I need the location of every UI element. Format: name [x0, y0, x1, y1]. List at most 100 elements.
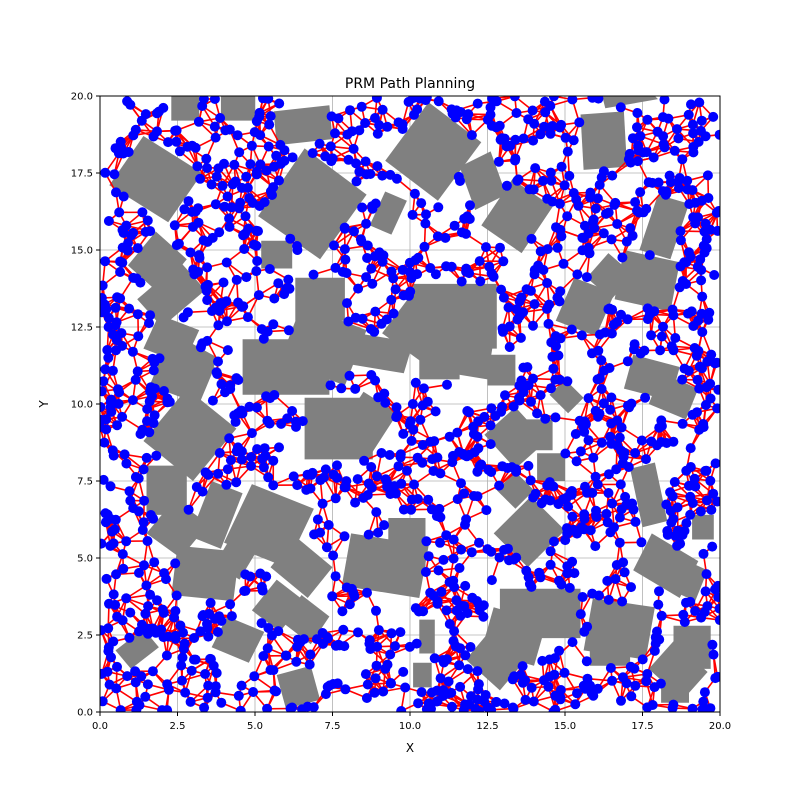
roadmap-node	[233, 690, 244, 701]
roadmap-node	[525, 475, 536, 486]
roadmap-node	[486, 546, 497, 557]
roadmap-node	[416, 687, 427, 698]
roadmap-node	[408, 424, 419, 435]
roadmap-node	[225, 455, 236, 466]
obstacle	[419, 619, 435, 654]
roadmap-node	[201, 153, 212, 164]
roadmap-node	[706, 504, 717, 515]
roadmap-node	[712, 403, 720, 414]
roadmap-node	[145, 310, 156, 321]
chart-title: PRM Path Planning	[345, 76, 475, 92]
roadmap-node	[268, 480, 279, 491]
roadmap-node	[353, 283, 364, 294]
roadmap-node	[493, 156, 504, 167]
roadmap-node	[390, 284, 401, 295]
roadmap-node	[108, 329, 118, 340]
roadmap-node	[397, 264, 408, 275]
roadmap-node	[549, 669, 560, 680]
roadmap-node	[288, 471, 299, 482]
obstacle	[413, 662, 432, 688]
roadmap-node	[222, 345, 233, 356]
roadmap-node	[245, 571, 256, 582]
roadmap-node	[111, 187, 121, 198]
roadmap-node	[547, 121, 558, 131]
roadmap-node	[572, 269, 583, 280]
roadmap-node	[617, 596, 628, 607]
roadmap-node	[528, 320, 538, 331]
obstacle	[450, 333, 494, 380]
obstacle	[171, 96, 200, 121]
obstacle	[549, 379, 584, 414]
roadmap-node	[203, 631, 214, 642]
roadmap-node	[121, 593, 132, 604]
roadmap-node	[362, 253, 373, 263]
roadmap-node	[708, 111, 719, 122]
roadmap-node	[420, 567, 431, 577]
roadmap-node	[145, 226, 156, 237]
roadmap-node	[520, 694, 531, 705]
obstacle	[127, 231, 187, 294]
roadmap-node	[152, 595, 162, 606]
roadmap-node	[205, 597, 216, 608]
roadmap-node	[253, 226, 263, 237]
roadmap-node	[140, 608, 151, 619]
roadmap-node	[486, 704, 497, 712]
roadmap-node	[142, 404, 153, 414]
roadmap-node	[555, 685, 566, 695]
roadmap-node	[361, 693, 372, 703]
roadmap-node	[592, 193, 603, 204]
roadmap-node	[252, 256, 263, 266]
roadmap-node	[455, 681, 466, 692]
roadmap-node	[615, 102, 626, 113]
roadmap-node	[679, 617, 690, 627]
roadmap-node	[421, 536, 432, 547]
roadmap-node	[400, 682, 411, 693]
roadmap-node	[302, 701, 313, 712]
roadmap-node	[332, 460, 342, 471]
roadmap-node	[466, 130, 477, 141]
roadmap-node	[203, 680, 214, 691]
roadmap-node	[548, 363, 559, 374]
roadmap-node	[268, 319, 279, 330]
roadmap-node	[258, 651, 269, 661]
roadmap-node	[348, 143, 359, 154]
roadmap-node	[264, 119, 275, 130]
roadmap-node	[701, 569, 712, 580]
roadmap-node	[274, 175, 284, 186]
roadmap-node	[379, 520, 390, 531]
roadmap-node	[251, 402, 262, 413]
roadmap-node	[149, 557, 160, 568]
roadmap-node	[448, 534, 459, 545]
roadmap-node	[102, 345, 113, 355]
roadmap-node	[612, 415, 623, 426]
obstacle	[692, 514, 714, 540]
roadmap-node	[529, 269, 540, 280]
roadmap-node	[396, 706, 407, 712]
roadmap-node	[590, 471, 601, 482]
roadmap-node	[140, 691, 151, 702]
roadmap-node	[380, 397, 391, 408]
roadmap-node	[388, 308, 399, 319]
obstacle	[580, 111, 627, 170]
roadmap-node	[673, 133, 684, 144]
roadmap-node	[688, 321, 699, 331]
roadmap-node	[705, 475, 716, 486]
roadmap-node	[202, 692, 213, 703]
roadmap-node	[546, 383, 556, 394]
roadmap-node	[323, 520, 334, 530]
roadmap-node	[635, 187, 646, 198]
roadmap-node	[542, 303, 552, 314]
roadmap-node	[714, 603, 720, 614]
roadmap-node	[134, 567, 144, 578]
roadmap-node	[117, 411, 128, 422]
obstacle	[279, 305, 367, 386]
roadmap-node	[475, 276, 486, 287]
roadmap-node	[378, 686, 389, 697]
roadmap-node	[545, 128, 556, 139]
obstacle	[348, 333, 414, 374]
roadmap-node	[699, 687, 710, 698]
roadmap-node	[570, 699, 581, 710]
roadmap-node	[642, 702, 653, 712]
roadmap-node	[535, 129, 546, 140]
